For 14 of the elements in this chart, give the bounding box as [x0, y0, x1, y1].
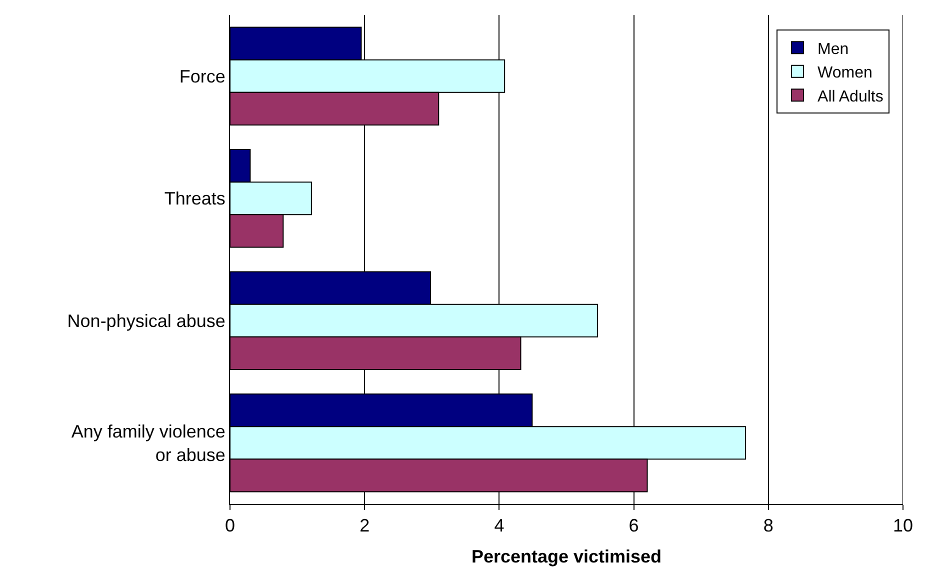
x-tick-label: 10	[892, 516, 914, 536]
x-axis-title: Percentage victimised	[471, 546, 662, 567]
x-tick-label: 6	[628, 516, 639, 536]
y-tick-label: Non-physical abuse	[67, 310, 226, 331]
y-tick-label: Force	[179, 66, 226, 86]
x-tick-label: 2	[360, 516, 370, 536]
y-tick-label: Any family violence or abuse	[71, 421, 226, 465]
x-tick-label: 4	[494, 516, 504, 536]
legend-label: Women	[818, 64, 872, 82]
x-tick-label: 0	[224, 516, 236, 536]
y-tick-label: Threats	[164, 188, 226, 209]
legend-label: All Adults	[818, 88, 884, 106]
legend-label: Men	[818, 40, 849, 58]
x-tick-label: 8	[763, 516, 774, 536]
